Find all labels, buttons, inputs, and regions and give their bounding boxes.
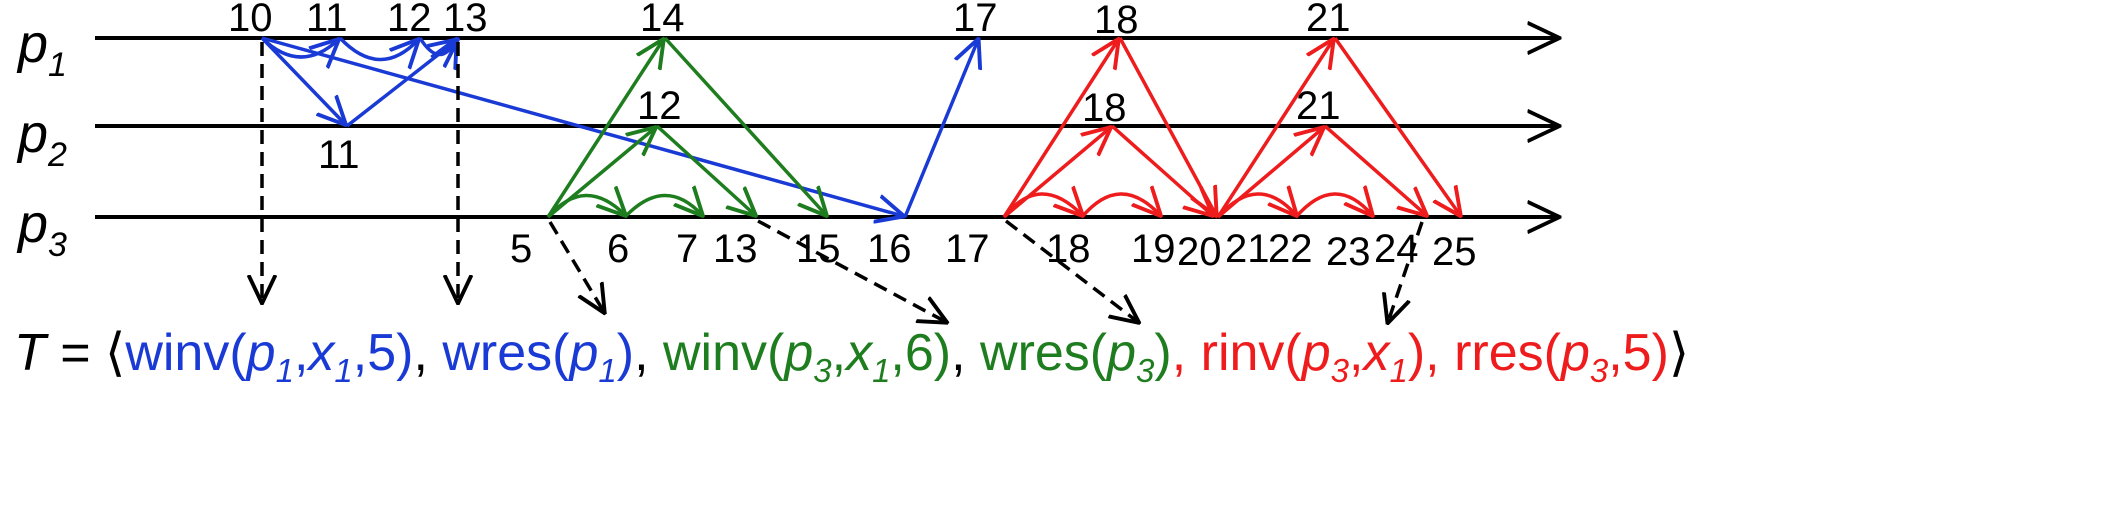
event-label: 23 (1326, 230, 1371, 274)
red-arrow-p2-to-p3-a (1110, 124, 1212, 215)
green-arrow-p1-to-p3 (663, 36, 826, 215)
event-label: 13 (443, 0, 488, 40)
blue-message-arrows (260, 36, 978, 218)
event-label: 15 (796, 227, 841, 271)
trace-op-wres-p3: wres( (979, 324, 1108, 382)
dashed-arrow-rres-p3 (1388, 221, 1424, 322)
p2-event-labels: 11 12 18 21 (318, 84, 1341, 177)
trace-close-bracket: ⟩ (1669, 324, 1689, 382)
event-label: 21 (1296, 84, 1341, 128)
trace-op-rres-p3: rres( (1454, 324, 1562, 382)
event-label: 11 (306, 0, 348, 40)
dashed-arrow-winv-p3 (548, 221, 604, 312)
event-label: 18 (1094, 0, 1139, 42)
event-label: 14 (640, 0, 685, 40)
red-arrow-p3-22-to-23 (1294, 194, 1372, 217)
red-arrow-p3-21-to-22 (1216, 194, 1296, 217)
event-label: 18 (1082, 86, 1127, 130)
event-label: 12 (637, 84, 682, 128)
blue-arrow-p1-11-to-12 (338, 38, 418, 60)
trace-sequence: T = ⟨winv(p1,x1,5), wres(p1), winv(p3,x1… (14, 324, 1689, 389)
p3-event-labels: 5 6 7 13 15 16 17 18 19 20 21 22 23 24 2… (510, 227, 1477, 274)
red-arrow-p3-18-to-19 (1080, 194, 1160, 217)
dashed-projection-arrows (262, 42, 1424, 322)
event-label: 11 (318, 133, 360, 177)
event-label: 20 (1177, 230, 1222, 274)
event-label: 25 (1432, 230, 1477, 274)
event-label: 6 (607, 227, 629, 271)
trace-symbol: T (14, 324, 49, 382)
blue-arrow-p2-to-p1 (345, 40, 457, 128)
event-label: 10 (228, 0, 273, 40)
event-label: 21 (1225, 227, 1270, 271)
dashed-arrow-rinv-p3 (1004, 219, 1138, 322)
green-arrow-p2-to-p3 (655, 124, 755, 215)
event-label: 18 (1046, 227, 1091, 271)
trace-op-winv-p1: winv( (124, 324, 247, 382)
p1-event-labels: 10 11 12 13 14 17 18 21 (228, 0, 1351, 42)
trace-op-winv-p3: winv( (662, 324, 785, 382)
blue-arrow-p3-to-p1 (903, 40, 978, 218)
event-label: 17 (953, 0, 998, 40)
event-label: 7 (676, 227, 698, 271)
event-label: 5 (510, 227, 532, 271)
event-label: 21 (1306, 0, 1351, 40)
red-arrow-p3-17-to-18 (1002, 194, 1082, 217)
green-arrow-p3-6-to-7 (623, 195, 702, 217)
process-label-p1: p1 (16, 14, 67, 84)
event-label: 16 (867, 227, 912, 271)
event-label: 12 (387, 0, 432, 40)
process-label-p2: p2 (16, 104, 67, 174)
event-label: 13 (713, 227, 758, 271)
red-arrow-p1-to-p3-b (1333, 36, 1460, 215)
red-arrow-p3-to-p1-a (1002, 40, 1118, 218)
trace-op-wres-p1: wres( (441, 324, 570, 382)
event-label: 24 (1374, 227, 1419, 271)
event-label: 22 (1268, 227, 1313, 271)
dashed-arrow-wres-p3 (757, 219, 946, 322)
green-arrow-p3-5-to-6 (546, 195, 625, 217)
red-arrow-p2-to-p3-b (1323, 124, 1426, 215)
red-arrow-p3-to-p1-b (1216, 40, 1333, 218)
event-label: 19 (1131, 227, 1176, 271)
event-label: 17 (945, 227, 990, 271)
blue-arrow-p1-to-p2 (260, 36, 345, 124)
red-arrow-p1-to-p3-a (1118, 37, 1216, 215)
blue-arrow-p1-to-p3 (261, 36, 903, 216)
green-arrow-p3-to-p1 (546, 40, 663, 218)
trace-open-bracket: ⟨ (105, 324, 125, 382)
process-label-p3: p3 (16, 194, 67, 264)
trace-op-rinv-p3: rinv( (1201, 324, 1303, 382)
red-message-arrows (1002, 36, 1460, 218)
green-message-arrows (546, 36, 826, 218)
